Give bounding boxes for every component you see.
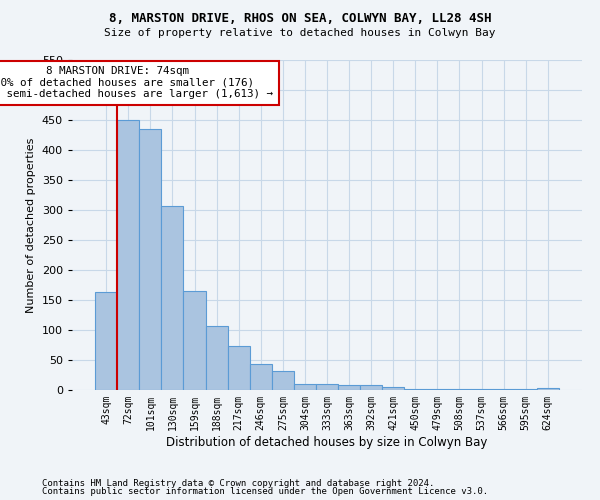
- Bar: [272, 371, 294, 390]
- Text: 8, MARSTON DRIVE, RHOS ON SEA, COLWYN BAY, LL28 4SH: 8, MARSTON DRIVE, RHOS ON SEA, COLWYN BA…: [109, 12, 491, 26]
- Bar: [316, 384, 338, 390]
- X-axis label: Distribution of detached houses by size in Colwyn Bay: Distribution of detached houses by size …: [166, 436, 488, 448]
- Bar: [250, 364, 272, 390]
- Y-axis label: Number of detached properties: Number of detached properties: [26, 138, 36, 312]
- Bar: [448, 389, 470, 390]
- Bar: [184, 291, 206, 390]
- Bar: [427, 389, 448, 390]
- Bar: [294, 384, 316, 390]
- Bar: [537, 388, 559, 390]
- Bar: [95, 292, 117, 390]
- Text: Contains HM Land Registry data © Crown copyright and database right 2024.: Contains HM Land Registry data © Crown c…: [42, 478, 434, 488]
- Bar: [404, 389, 427, 390]
- Text: 8 MARSTON DRIVE: 74sqm
← 10% of detached houses are smaller (176)
90% of semi-de: 8 MARSTON DRIVE: 74sqm ← 10% of detached…: [0, 66, 273, 99]
- Bar: [206, 326, 227, 390]
- Bar: [382, 387, 404, 390]
- Text: Size of property relative to detached houses in Colwyn Bay: Size of property relative to detached ho…: [104, 28, 496, 38]
- Bar: [360, 385, 382, 390]
- Text: Contains public sector information licensed under the Open Government Licence v3: Contains public sector information licen…: [42, 487, 488, 496]
- Bar: [139, 129, 161, 390]
- Bar: [227, 346, 250, 390]
- Bar: [117, 120, 139, 390]
- Bar: [161, 206, 184, 390]
- Bar: [338, 385, 360, 390]
